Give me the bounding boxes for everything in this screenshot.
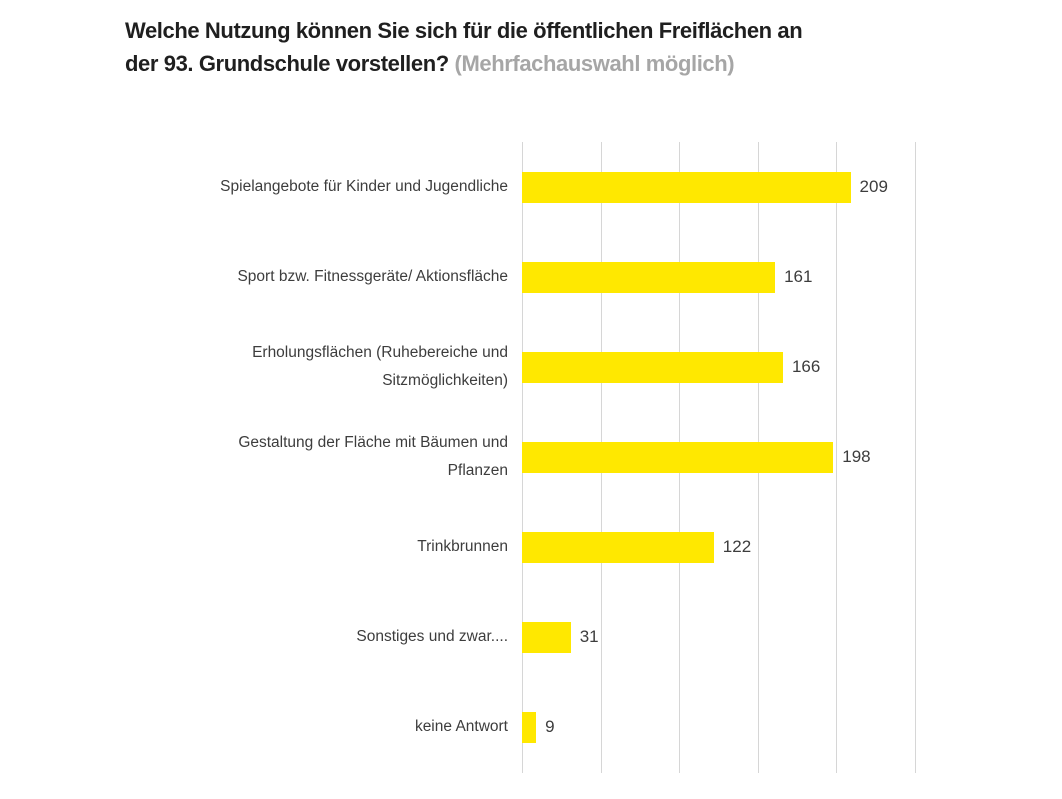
category-label: Sport bzw. Fitnessgeräte/ Aktionsfläche <box>237 268 508 286</box>
category-label: Gestaltung der Fläche mit Bäumen und Pfl… <box>238 434 508 479</box>
bar <box>522 351 783 383</box>
gridline <box>836 142 838 773</box>
title-line2: der 93. Grundschule vorstellen? <box>125 51 449 76</box>
bar <box>522 711 537 743</box>
value-label: 166 <box>791 357 821 376</box>
rows: Spielangebote für Kinder und Jugendliche… <box>0 142 1040 772</box>
category-label: Spielangebote für Kinder und Jugendliche <box>220 178 508 196</box>
chart-row: Erholungsflächen (Ruhebereiche und Sitzm… <box>0 322 1040 412</box>
chart-title: Welche Nutzung können Sie sich für die ö… <box>125 14 965 80</box>
title-note: (Mehrfachauswahl möglich) <box>454 51 735 76</box>
gridline <box>915 142 916 773</box>
value-label: 122 <box>722 537 752 556</box>
bar <box>522 261 776 293</box>
bar-track: 198 <box>522 441 915 473</box>
bar <box>522 441 834 473</box>
value-label: 198 <box>842 447 871 466</box>
value-label: 9 <box>545 717 555 736</box>
bar-track: 122 <box>522 531 915 563</box>
bar-track: 161 <box>522 261 915 293</box>
value-label: 31 <box>579 627 599 646</box>
bar <box>522 171 851 203</box>
value-label: 161 <box>784 267 813 286</box>
chart-row: Gestaltung der Fläche mit Bäumen und Pfl… <box>0 412 1040 502</box>
bar-track: 209 <box>522 171 915 203</box>
category-label: Trinkbrunnen <box>417 538 508 556</box>
chart-row: Sonstiges und zwar.... 31 <box>0 592 1040 682</box>
category-label: keine Antwort <box>414 718 508 736</box>
chart-row: keine Antwort 9 <box>0 682 1040 772</box>
category-label: Sonstiges und zwar.... <box>356 628 508 646</box>
bar-track: 166 <box>522 351 915 383</box>
bar <box>522 621 571 653</box>
bar-track: 31 <box>522 621 915 653</box>
category-label: Erholungsflächen (Ruhebereiche und Sitzm… <box>252 344 508 389</box>
chart-row: Sport bzw. Fitnessgeräte/ Aktionsfläche … <box>0 232 1040 322</box>
bar-track: 9 <box>522 711 915 743</box>
bar <box>522 531 714 563</box>
title-line1: Welche Nutzung können Sie sich für die ö… <box>125 18 803 43</box>
value-label: 209 <box>859 177 888 196</box>
chart-row: Trinkbrunnen 122 <box>0 502 1040 592</box>
chart-row: Spielangebote für Kinder und Jugendliche… <box>0 142 1040 232</box>
